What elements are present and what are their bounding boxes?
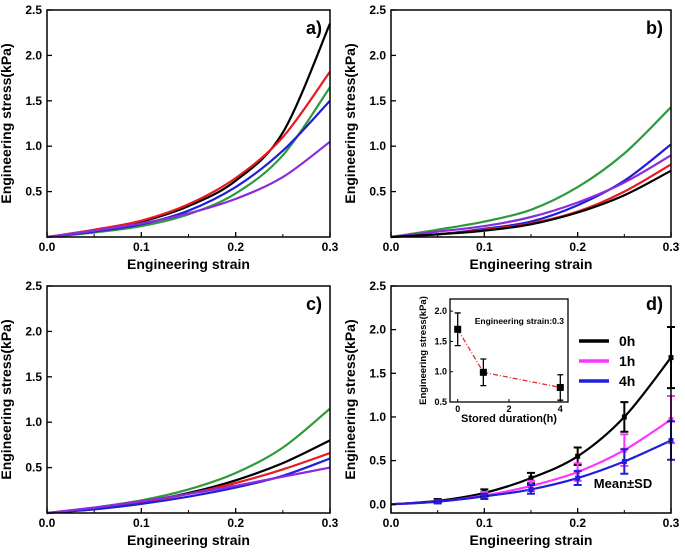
inset-y-tick-label: 0.5 [434,397,447,407]
x-tick-label: 0.0 [383,516,400,530]
y-tick-label: 1.0 [369,139,386,153]
y-tick-label: 1.5 [369,94,386,108]
series-line-red [46,71,331,239]
y-tick-label: 1.5 [25,94,42,108]
inset-x-tick-label: 2 [506,404,511,414]
x-axis-title: Engineering strain [127,532,250,548]
data-point [481,493,487,499]
x-axis-title: Engineering strain [470,532,593,548]
series-line-blue [46,100,331,239]
data-point [621,414,627,420]
panel-c: 0.0 0.1 0.2 0.3 0.5 1.0 1.5 2.0 2.5 Engineering s… [0,279,339,548]
inset-y-tick-label: 2.0 [434,306,447,316]
series-line-red [390,163,672,239]
y-axis-title: Engineering stress(kPa) [0,43,14,203]
legend-label-1h: 1h [619,353,635,369]
x-axis-title: Engineering strain [470,256,593,272]
legend-label-0h: 0h [619,333,635,349]
data-point [575,475,581,481]
inset-point [479,368,487,376]
y-tick-label: 2.0 [25,48,42,62]
annotation-mean-sd: Mean±SD [594,476,652,491]
y-tick-label: 1.5 [369,366,386,380]
x-tick-label: 0.3 [322,240,339,254]
y-axis-title: Engineering stress(kPa) [342,43,358,203]
panel-b: 0.0 0.1 0.2 0.3 0.5 1.0 1.5 2.0 2.5 Engineering s… [342,3,680,272]
data-point [528,486,534,492]
inset-title: Engineering strain:0.3 [475,316,565,326]
y-tick-label: 1.0 [369,410,386,424]
y-tick-label: 0.0 [369,497,386,511]
series-line-purple [390,154,672,239]
x-tick-label: 0.2 [227,516,244,530]
data-point [528,475,534,481]
series-line-purple [46,140,331,239]
x-tick-label: 0.1 [476,240,493,254]
series-line-blue [46,457,331,515]
inset-x-tick-label: 0 [455,404,460,414]
x-tick-label: 0.1 [133,240,150,254]
x-tick-label: 0.2 [569,516,586,530]
data-point [575,453,581,459]
panel-label: c) [306,294,322,314]
y-tick-label: 2.5 [369,279,386,293]
y-tick-label: 1.5 [25,370,42,384]
y-tick-label: 2.0 [25,324,42,338]
y-tick-label: 0.5 [25,185,42,199]
plot-frame [46,285,331,514]
panel-d: 0.0 0.1 0.2 0.3 0.0 0.5 1.0 1.5 2.0 2.5 Engineerin… [342,279,680,548]
panel-label: b) [646,18,663,38]
inset-y-tick-label: 1.0 [434,367,447,377]
series-line-green [390,106,672,239]
x-tick-label: 0.0 [39,240,56,254]
y-tick-label: 1.0 [25,139,42,153]
x-tick-label: 0.2 [227,240,244,254]
x-tick-label: 0.0 [39,516,56,530]
x-tick-label: 0.1 [133,516,150,530]
inset-point [454,325,462,333]
x-tick-label: 0.2 [569,240,586,254]
y-tick-label: 0.5 [369,454,386,468]
inset-y-axis-title: Engineering stress(kPa) [418,296,429,405]
x-tick-label: 0.3 [663,516,680,530]
y-tick-label: 2.0 [369,323,386,337]
panel-label: a) [306,18,322,38]
y-tick-label: 1.0 [25,415,42,429]
y-tick-label: 2.5 [369,3,386,17]
y-tick-label: 2.5 [25,3,42,17]
panel-label: d) [646,294,663,314]
x-tick-label: 0.1 [476,516,493,530]
series-line-purple [46,466,331,515]
y-tick-label: 0.5 [25,461,42,475]
x-tick-label: 0.0 [383,240,400,254]
y-tick-label: 2.0 [369,48,386,62]
inset-y-tick-label: 1.5 [434,336,447,346]
x-tick-label: 0.3 [663,240,680,254]
y-axis-title: Engineering stress(kPa) [0,319,14,479]
x-axis-title: Engineering strain [127,256,250,272]
inset-point [556,383,564,391]
inset-x-tick-label: 4 [558,404,563,414]
inset-plot: 0 2 4 0.5 1.0 1.5 2.0 Engineering strain:0.3 Sto… [418,296,569,425]
panel-a: 0.0 0.1 0.2 0.3 0.5 1.0 1.5 2.0 2.5 Engineering s… [0,3,339,272]
legend-label-4h: 4h [619,373,635,389]
y-axis-title: Engineering stress(kPa) [342,319,358,479]
data-point [435,499,441,505]
inset-x-axis-title: Stored duration(h) [461,413,557,425]
y-tick-label: 2.5 [25,279,42,293]
y-tick-label: 0.5 [369,185,386,199]
x-tick-label: 0.3 [322,516,339,530]
data-point [621,458,627,464]
plot-frame [390,9,672,238]
inset-frame [449,298,569,403]
